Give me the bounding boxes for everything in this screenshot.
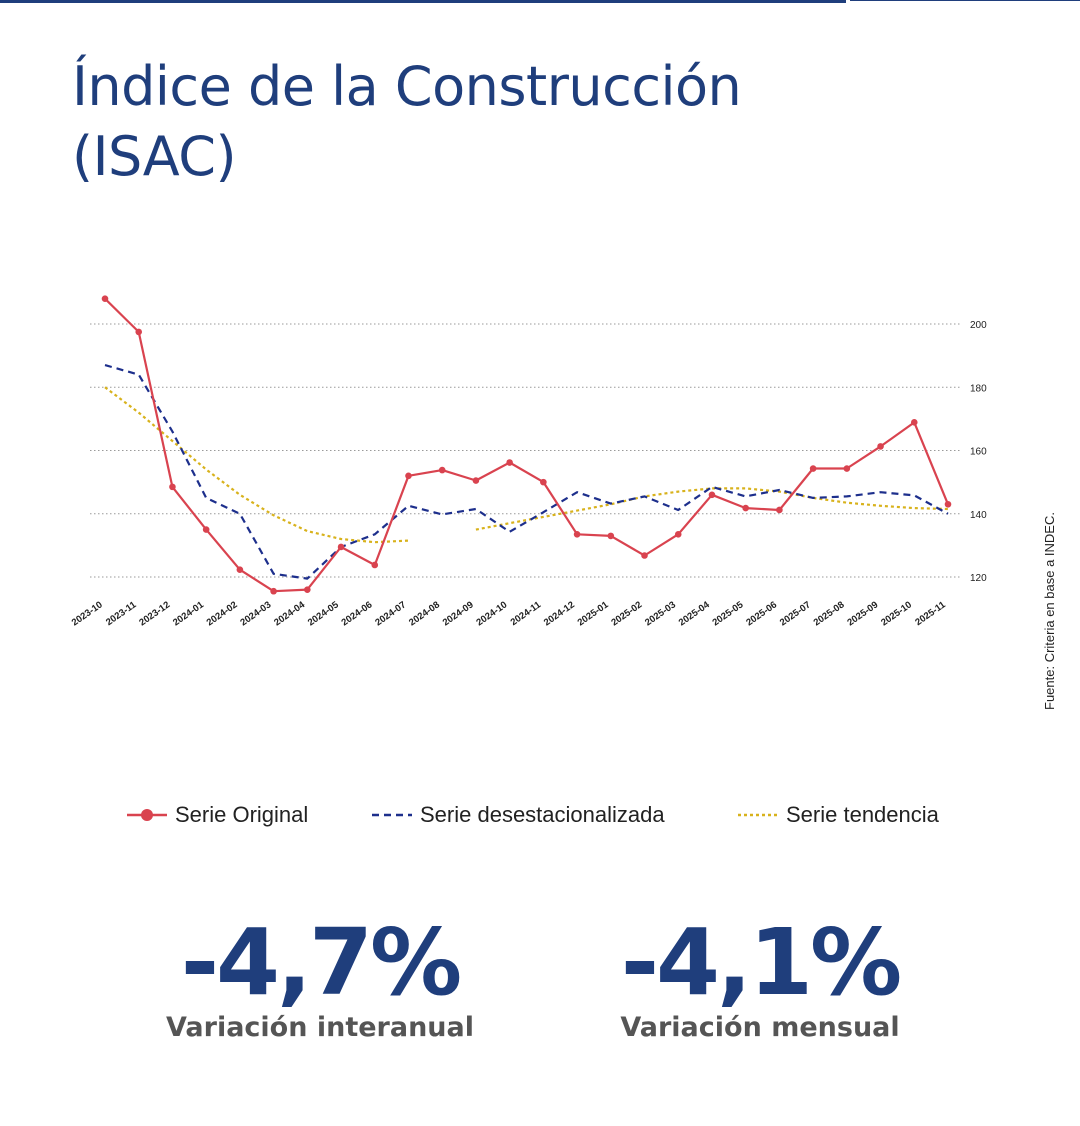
series-line-serie-tendencia-1 [475, 487, 949, 531]
x-tick-label-2024-06: 2024-06 [340, 599, 375, 628]
x-tick-label-2024-04: 2024-04 [272, 599, 307, 628]
data-point-serie-original-2025-10 [910, 419, 918, 426]
top-accent-line [850, 0, 1080, 1]
series-line-serie-tendencia-0 [104, 386, 409, 544]
x-tick-label-2024-01: 2024-01 [171, 599, 206, 628]
series-line-serie-original-0 [104, 297, 950, 593]
x-tick-label-2024-10: 2024-10 [474, 599, 509, 628]
x-tick-label-2025-09: 2025-09 [845, 599, 880, 628]
data-point-serie-original-2025-09 [877, 443, 884, 450]
x-tick-label-2025-11: 2025-11 [913, 599, 948, 628]
data-point-serie-original-2024-12 [573, 531, 581, 538]
x-tick-label-2025-06: 2025-06 [744, 599, 779, 628]
data-point-serie-original-2024-02 [236, 566, 244, 574]
x-tick-label-2024-07: 2024-07 [373, 599, 408, 628]
legend-label-original: Serie Original [175, 802, 309, 827]
x-tick-label-2025-10: 2025-10 [879, 599, 914, 628]
x-tick-label-2024-12: 2024-12 [542, 599, 577, 628]
source-note: Fuente: Criteria en base a INDEC. [1042, 512, 1057, 710]
kpi-mensual: -4,1% Variación mensual [550, 908, 970, 1043]
legend-swatch-tendencia [738, 813, 778, 817]
data-point-serie-original-2024-09 [472, 477, 480, 484]
data-point-serie-original-2023-12 [169, 483, 176, 491]
data-point-serie-original-2025-04 [708, 491, 716, 499]
x-tick-label-2025-02: 2025-02 [609, 599, 644, 628]
x-tick-label-2024-05: 2024-05 [306, 599, 341, 628]
x-tick-label-2024-08: 2024-08 [407, 599, 442, 628]
legend-item-tendencia: Serie tendencia [738, 800, 939, 830]
y-tick-label-180: 180 [970, 383, 987, 394]
x-tick-label-2025-07: 2025-07 [778, 599, 813, 628]
data-point-serie-original-2025-01 [607, 532, 615, 540]
x-tick-label-2023-12: 2023-12 [137, 599, 172, 628]
page-title-line-2: (ISAC) [72, 125, 237, 188]
page-title-line-1: Índice de la Construcción [72, 55, 742, 118]
chart-legend: Serie Original Serie desestacionalizada … [0, 800, 1080, 830]
data-point-serie-original-2025-06 [776, 506, 783, 514]
x-tick-label-2024-09: 2024-09 [441, 599, 476, 628]
data-point-serie-original-2024-06 [371, 561, 379, 569]
legend-label-tendencia: Serie tendencia [786, 802, 939, 827]
x-tick-label-2023-10: 2023-10 [70, 599, 105, 628]
legend-label-desestacionalizada: Serie desestacionalizada [420, 802, 665, 827]
x-tick-label-2024-11: 2024-11 [509, 599, 544, 628]
data-point-serie-original-2024-10 [506, 459, 513, 466]
data-point-serie-original-2024-08 [438, 466, 446, 474]
kpi-interanual-label: Variación interanual [165, 1012, 474, 1043]
y-tick-label-160: 160 [970, 447, 987, 458]
x-tick-label-2025-04: 2025-04 [677, 599, 712, 628]
x-tick-label-2025-03: 2025-03 [643, 599, 678, 628]
y-tick-label-200: 200 [970, 320, 987, 331]
data-point-serie-original-2025-07 [809, 465, 817, 472]
page-title: Índice de la Construcción (ISAC) [72, 52, 742, 192]
data-point-serie-original-2025-11 [944, 500, 952, 508]
data-point-serie-original-2024-01 [202, 526, 210, 533]
y-tick-label-120: 120 [970, 573, 987, 584]
y-tick-label-140: 140 [970, 510, 987, 521]
data-point-serie-original-2024-04 [304, 586, 311, 593]
x-tick-label-2024-03: 2024-03 [238, 599, 273, 628]
x-tick-label-2025-08: 2025-08 [812, 599, 847, 628]
kpi-interanual: -4,7% Variación interanual [110, 908, 530, 1043]
data-point-serie-original-2024-11 [540, 478, 547, 486]
kpi-mensual-label: Variación mensual [620, 1012, 900, 1043]
data-point-serie-original-2025-08 [843, 465, 851, 472]
legend-swatch-desestacionalizada [372, 813, 412, 817]
kpi-mensual-value: -4,1% [620, 909, 902, 1016]
x-tick-label-2025-01: 2025-01 [576, 599, 611, 628]
kpi-interanual-value: -4,7% [180, 909, 462, 1016]
x-tick-label-2023-11: 2023-11 [104, 599, 139, 628]
x-tick-label-2024-02: 2024-02 [205, 599, 240, 628]
legend-swatch-original [127, 809, 167, 821]
legend-item-desestacionalizada: Serie desestacionalizada [372, 800, 665, 830]
data-point-serie-original-2025-05 [742, 504, 749, 512]
data-point-serie-original-2025-02 [641, 552, 648, 559]
data-point-serie-original-2024-05 [337, 543, 345, 551]
data-point-serie-original-2023-10 [101, 295, 109, 303]
legend-item-original: Serie Original [127, 800, 308, 830]
data-point-serie-original-2023-11 [135, 328, 143, 336]
data-point-serie-original-2024-03 [270, 587, 277, 595]
top-accent-bar [0, 0, 846, 3]
data-point-serie-original-2024-07 [405, 472, 412, 480]
data-point-serie-original-2025-03 [674, 531, 682, 538]
x-tick-label-2025-05: 2025-05 [711, 599, 746, 628]
